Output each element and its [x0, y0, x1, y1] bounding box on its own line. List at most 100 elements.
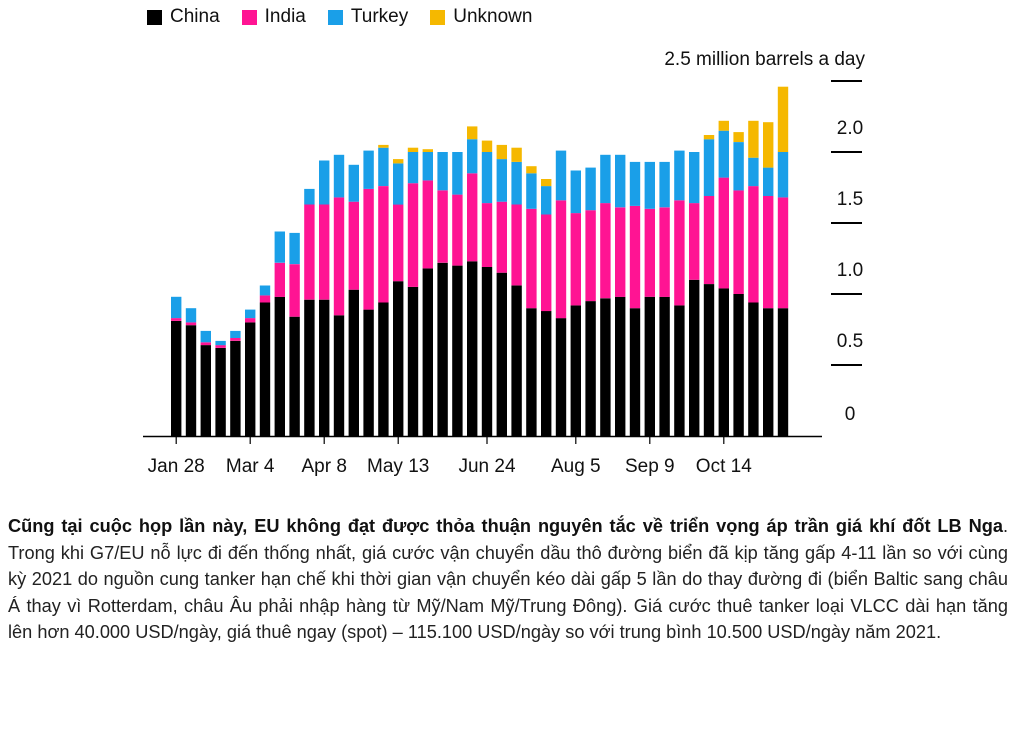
bar-turkey-40 [763, 167, 774, 196]
bar-turkey-17 [422, 152, 433, 181]
bar-india-2 [200, 342, 211, 346]
bar-unknown-25 [541, 179, 552, 187]
bar-india-34 [674, 200, 685, 306]
bar-india-28 [585, 210, 596, 302]
bar-china-4 [230, 340, 241, 436]
bar-india-29 [600, 203, 611, 299]
bar-china-29 [600, 298, 611, 436]
bar-unknown-41 [777, 86, 789, 152]
bar-turkey-32 [644, 161, 655, 209]
y-tick-label-1.5: 1.5 [837, 189, 863, 210]
unit-label: 2.5 million barrels a day [664, 49, 865, 70]
bar-china-1 [185, 325, 197, 436]
x-tick-label-0: Jan 28 [148, 456, 205, 477]
bar-turkey-3 [215, 340, 226, 346]
bar-india-9 [304, 204, 315, 300]
legend-swatch-china [147, 9, 162, 25]
bar-india-13 [363, 188, 374, 310]
x-tick-label-21: Jun 24 [458, 456, 515, 477]
bar-india-27 [570, 213, 581, 306]
bar-china-20 [467, 261, 478, 436]
bar-india-32 [644, 208, 655, 297]
paragraph-bold-lead: Cũng tại cuộc họp lần này, EU không đạt … [8, 516, 1003, 536]
bar-india-33 [659, 207, 670, 297]
bar-india-21 [481, 203, 493, 267]
bar-unknown-24 [526, 166, 537, 174]
legend-label-india: India [264, 6, 306, 27]
bar-china-22 [496, 272, 507, 436]
bar-india-41 [777, 197, 789, 309]
bar-india-31 [629, 206, 641, 309]
chart: China India Turkey Unknown 2.5 million b… [143, 6, 865, 477]
bar-china-39 [748, 302, 759, 436]
bar-china-15 [393, 281, 404, 436]
legend-swatch-unknown [430, 9, 446, 25]
y-tick-label-2: 2.0 [837, 118, 863, 139]
bar-unknown-21 [481, 140, 493, 152]
x-tick-label-27: Aug 5 [551, 456, 601, 477]
bar-india-16 [407, 183, 419, 287]
article-paragraph: Cũng tại cuộc họp lần này, EU không đạt … [8, 513, 1008, 646]
y-tick-label-1: 1.0 [837, 260, 863, 281]
bar-china-16 [407, 286, 419, 436]
legend-swatch-india [241, 9, 257, 25]
bar-turkey-28 [585, 167, 596, 211]
bar-turkey-41 [777, 152, 789, 198]
bar-unknown-23 [511, 147, 522, 162]
legend-label-turkey: Turkey [350, 6, 409, 27]
bar-china-38 [733, 294, 744, 436]
bar-unknown-16 [407, 147, 419, 152]
bar-china-6 [259, 302, 271, 436]
bar-turkey-19 [452, 152, 463, 195]
chart-plot: Jan 28 Mar 4 Apr 8 May 13 Jun 24 Aug 5 Sep 9 Oc… [143, 80, 863, 477]
bar-india-4 [230, 338, 241, 341]
bar-turkey-16 [407, 152, 419, 184]
bar-turkey-22 [496, 159, 507, 202]
x-tick-label-15: May 13 [367, 456, 429, 477]
bar-turkey-0 [171, 296, 182, 319]
bar-turkey-33 [659, 161, 670, 208]
bar-turkey-9 [304, 188, 315, 205]
bar-china-8 [289, 316, 300, 436]
bar-china-23 [511, 285, 522, 436]
bar-india-35 [689, 203, 700, 280]
bar-india-5 [245, 318, 256, 323]
bar-turkey-37 [718, 130, 729, 178]
bar-turkey-1 [185, 308, 197, 323]
x-tick-label-32: Sep 9 [625, 456, 675, 477]
y-tick-label-0: 0 [845, 404, 856, 425]
bar-india-19 [452, 194, 463, 266]
bar-turkey-7 [274, 231, 285, 263]
bar-china-21 [481, 267, 493, 436]
bar-india-17 [422, 180, 433, 269]
bar-india-38 [733, 190, 744, 294]
bar-unknown-39 [748, 120, 759, 158]
bar-india-22 [496, 201, 507, 273]
bar-china-25 [541, 311, 552, 436]
bar-china-18 [437, 262, 448, 436]
bar-unknown-36 [703, 135, 715, 140]
bar-china-7 [274, 296, 285, 436]
bar-india-20 [467, 173, 478, 262]
bar-turkey-10 [319, 160, 330, 205]
bar-unknown-15 [393, 159, 404, 164]
paragraph-body: . Trong khi G7/EU nỗ lực đi đến thống nh… [8, 516, 1008, 642]
bar-india-10 [319, 204, 330, 300]
bar-india-6 [259, 295, 271, 303]
x-tick-label-5: Mar 4 [226, 456, 275, 477]
bar-china-37 [718, 288, 729, 436]
bar-turkey-18 [437, 152, 448, 191]
bar-turkey-29 [600, 154, 611, 204]
legend-label-unknown: Unknown [453, 6, 533, 27]
bar-india-11 [333, 197, 345, 316]
bar-china-41 [777, 308, 789, 436]
bar-india-7 [274, 262, 285, 297]
bar-turkey-34 [674, 150, 685, 201]
bar-india-12 [348, 201, 359, 290]
bar-india-40 [763, 196, 774, 309]
bar-china-32 [644, 296, 655, 436]
bar-turkey-13 [363, 150, 374, 189]
bar-china-10 [319, 299, 330, 436]
bar-unknown-38 [733, 132, 744, 142]
bar-turkey-14 [378, 147, 389, 186]
